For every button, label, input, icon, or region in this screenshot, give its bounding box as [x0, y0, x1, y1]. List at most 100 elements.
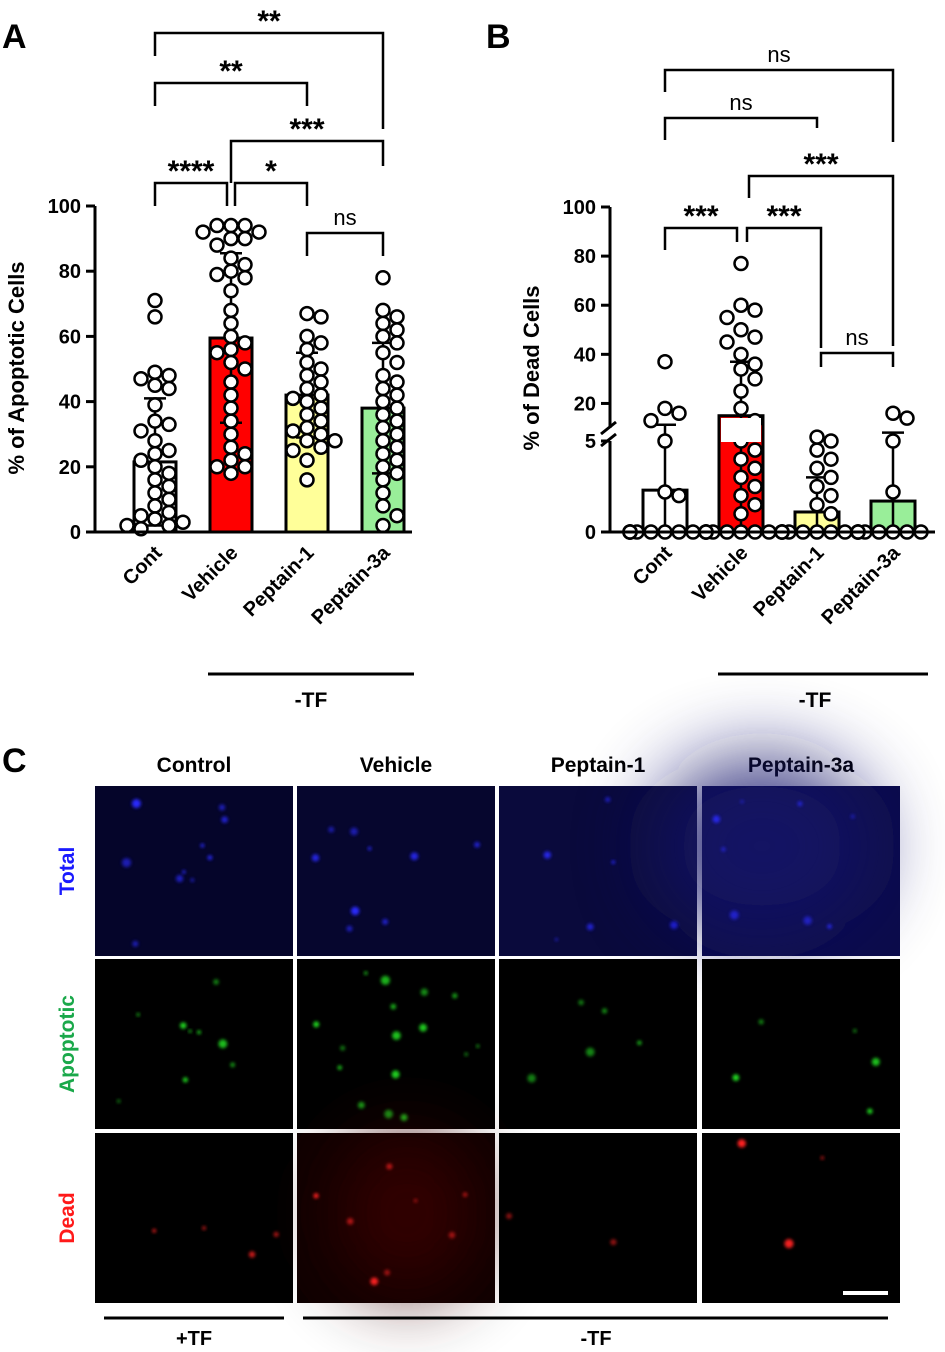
- data-point: [389, 439, 405, 455]
- cell-signal: [188, 1029, 192, 1033]
- cell-signal: [803, 916, 812, 925]
- data-point: [389, 400, 405, 416]
- data-point: [299, 367, 315, 384]
- cell-signal: [367, 846, 372, 851]
- y-tick-label: 100: [563, 197, 596, 219]
- sig-label: ns: [767, 42, 790, 67]
- data-point: [223, 328, 239, 345]
- axis-break-mark: [600, 420, 617, 436]
- data-point: [285, 442, 301, 459]
- data-point: [375, 344, 391, 361]
- cell-signal: [313, 1193, 319, 1199]
- data-point: [747, 329, 763, 345]
- data-point: [375, 459, 391, 475]
- data-point: [375, 302, 391, 319]
- data-point: [223, 302, 239, 319]
- cell-signal: [221, 816, 228, 823]
- sig-label: ns: [333, 205, 356, 230]
- cell-signal: [391, 1070, 400, 1079]
- data-point: [175, 514, 191, 530]
- cell-signal: [136, 1013, 140, 1017]
- cell-signal: [554, 937, 558, 941]
- sig-bracket: [153, 81, 309, 106]
- data-point: [809, 460, 825, 477]
- panel-a-ylabel: % of Apoptotic Cells: [4, 261, 29, 474]
- data-point: [223, 439, 239, 455]
- data-point: [375, 472, 391, 488]
- micrograph-apoptotic-control: [95, 959, 293, 1129]
- cell-signal: [132, 940, 139, 947]
- data-point: [747, 460, 763, 477]
- y-tick-label: 20: [59, 457, 81, 479]
- data-point: [223, 230, 239, 247]
- red-haze: [337, 1133, 477, 1293]
- cell-signal: [218, 804, 226, 811]
- sig-label: ****: [168, 155, 215, 188]
- data-point: [147, 292, 163, 309]
- data-point: [133, 507, 149, 524]
- sig-bracket: [153, 31, 385, 129]
- data-point: [161, 491, 177, 508]
- data-point: [375, 446, 391, 462]
- cell-signal: [871, 1057, 880, 1066]
- data-point: [195, 224, 211, 240]
- micrograph-dead-control: [95, 1133, 293, 1303]
- sig-bracket: [153, 181, 229, 206]
- cell-signal: [820, 1156, 825, 1160]
- cell-signal: [370, 1277, 379, 1286]
- data-point: [733, 487, 749, 504]
- data-point: [733, 400, 749, 417]
- micrograph-dead-peptain-1: [499, 1133, 697, 1303]
- data-point: [299, 472, 315, 488]
- cell-signal: [384, 1269, 390, 1276]
- data-point: [223, 341, 239, 358]
- data-point: [719, 309, 735, 326]
- panel-c-plus-label: +TF: [176, 1328, 212, 1350]
- sig-bracket: [229, 139, 385, 183]
- data-point: [389, 374, 405, 390]
- data-point: [313, 374, 329, 390]
- data-point: [285, 390, 301, 407]
- microscopy-grid: ControlVehiclePeptain-1Peptain-3aTotalAp…: [56, 754, 900, 1303]
- column-header-vehicle: Vehicle: [360, 754, 432, 777]
- micrograph-apoptotic-peptain-1: [499, 959, 697, 1129]
- panel-a-letter: A: [2, 18, 27, 56]
- cell-signal: [721, 847, 726, 852]
- data-point: [375, 367, 391, 384]
- blue-haze: [652, 756, 872, 936]
- row-label-total: Total: [56, 847, 79, 896]
- cell-signal: [464, 1052, 468, 1057]
- data-point: [671, 405, 687, 422]
- data-point: [251, 224, 267, 240]
- data-point: [823, 506, 839, 522]
- cell-signal: [732, 1074, 740, 1081]
- cell-signal: [218, 1039, 228, 1049]
- cell-signal: [601, 1008, 608, 1014]
- data-point: [823, 487, 839, 504]
- data-point: [747, 442, 763, 458]
- panel-b-ylabel: % of Dead Cells: [519, 285, 544, 450]
- data-point: [389, 426, 405, 442]
- data-point: [375, 315, 391, 332]
- cell-signal: [637, 1040, 642, 1046]
- data-point: [733, 322, 749, 338]
- x-tick-label-peptain-1: Peptain-1: [239, 542, 318, 621]
- sig-label: ***: [683, 200, 718, 233]
- sig-bracket: [819, 351, 895, 367]
- cell-signal: [737, 1139, 746, 1148]
- sig-label: ns: [729, 90, 752, 115]
- data-point: [733, 469, 749, 486]
- cell-signal: [207, 855, 213, 861]
- cell-signal: [182, 1077, 188, 1083]
- chart-b: 0 5 20 40 60 80 100 Cont VehiclePeptain-1Peptain…: [563, 42, 935, 629]
- cell-signal: [578, 999, 584, 1006]
- sig-bracket: [233, 181, 309, 206]
- sig-bracket: [745, 226, 823, 348]
- data-point: [147, 472, 163, 488]
- cell-signal: [346, 1217, 354, 1225]
- cell-signal: [182, 870, 186, 874]
- cell-signal: [420, 988, 428, 996]
- cell-signal: [357, 1101, 365, 1109]
- cell-signal: [190, 878, 195, 882]
- cell-signal: [827, 924, 832, 929]
